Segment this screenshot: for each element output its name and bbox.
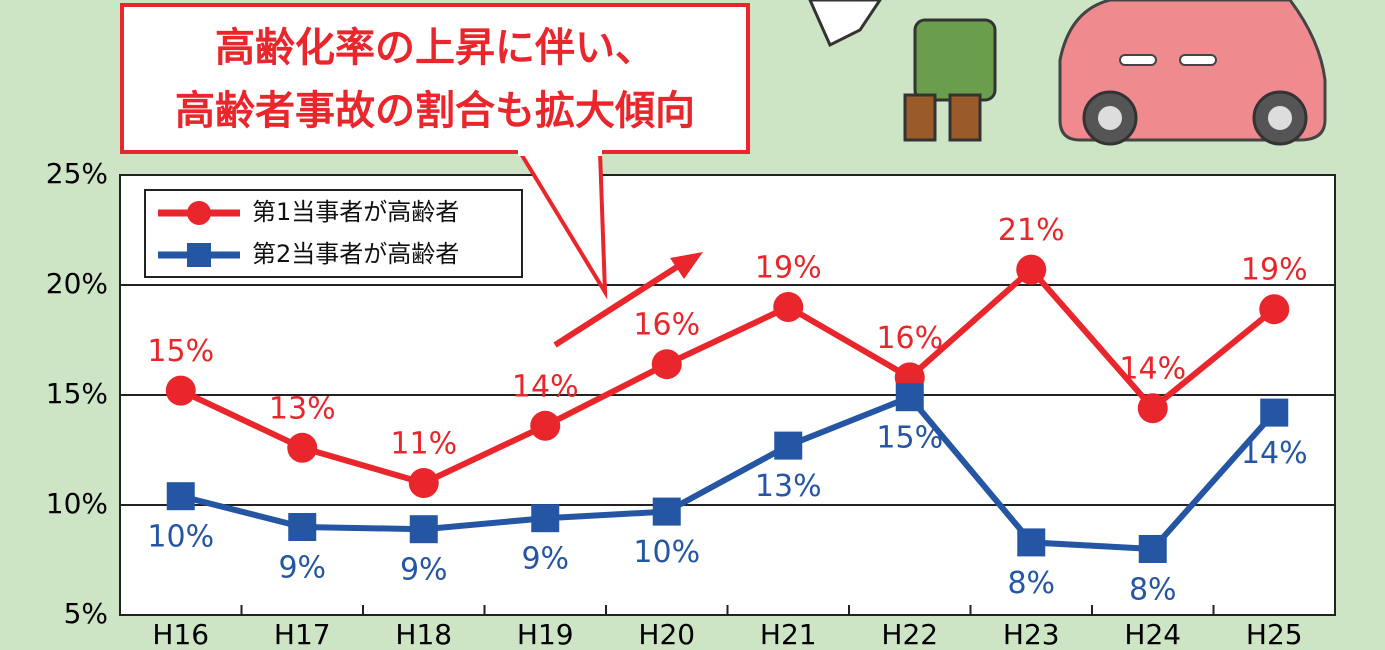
- legend-label: 第2当事者が高齢者: [252, 240, 459, 268]
- marker: [895, 383, 924, 412]
- marker: [774, 431, 803, 460]
- data-label: 19%: [755, 251, 822, 286]
- data-label: 10%: [147, 520, 214, 555]
- marker: [1016, 254, 1047, 285]
- data-label: 19%: [1241, 253, 1308, 288]
- data-label: 9%: [400, 553, 448, 588]
- marker: [1259, 294, 1290, 325]
- data-label: 14%: [1119, 352, 1186, 387]
- trend-arrow-head: [670, 252, 703, 279]
- data-label: 8%: [1007, 566, 1055, 601]
- trend-arrow: [553, 262, 682, 348]
- car-illustration: [1058, 0, 1327, 146]
- marker: [166, 482, 195, 511]
- legend-marker: [187, 201, 211, 225]
- x-tick-label: H18: [395, 618, 452, 650]
- data-label: 9%: [521, 542, 569, 577]
- marker: [408, 468, 439, 498]
- marker: [1260, 398, 1289, 427]
- data-label: 14%: [1241, 436, 1308, 471]
- marker: [1138, 535, 1167, 563]
- marker: [651, 349, 682, 380]
- legend-label: 第1当事者が高齢者: [252, 198, 459, 226]
- series-line: [179, 265, 1277, 487]
- y-tick-label: 5%: [64, 597, 108, 630]
- data-label: 15%: [876, 421, 943, 456]
- marker: [287, 432, 318, 463]
- y-tick-label: 20%: [46, 267, 108, 300]
- x-tick-label: H25: [1246, 618, 1303, 650]
- data-label: 13%: [269, 391, 336, 426]
- data-label: 16%: [633, 308, 700, 343]
- x-tick-label: H17: [274, 618, 331, 650]
- marker: [165, 375, 196, 406]
- x-tick-label: H21: [760, 618, 817, 650]
- annotation: 高齢者事故の割合も拡大傾向: [175, 88, 695, 134]
- marker: [409, 515, 438, 544]
- x-tick-label: H24: [1124, 618, 1181, 650]
- callout-box: [120, 3, 750, 154]
- y-tick-label: 10%: [46, 487, 108, 520]
- marker: [531, 504, 560, 533]
- data-label: 14%: [512, 369, 579, 404]
- marker: [288, 513, 317, 541]
- data-label: 10%: [633, 535, 700, 570]
- data-label: 9%: [278, 551, 326, 586]
- annotation: 高齢化率の上昇に伴い、: [215, 25, 655, 71]
- legend-marker: [187, 243, 211, 267]
- x-tick-label: H22: [881, 618, 938, 650]
- y-tick-label: 25%: [46, 157, 108, 190]
- x-tick-label: H16: [152, 618, 209, 650]
- person-illustration: [808, 0, 997, 142]
- data-label: 15%: [147, 334, 214, 369]
- x-tick-label: H20: [638, 618, 695, 650]
- marker: [1137, 393, 1168, 424]
- y-tick-label: 15%: [46, 377, 108, 410]
- data-label: 13%: [755, 469, 822, 504]
- marker: [1017, 528, 1046, 557]
- data-label: 8%: [1129, 573, 1177, 608]
- data-label: 21%: [998, 213, 1065, 248]
- marker: [652, 497, 681, 526]
- x-tick-label: H19: [517, 618, 574, 650]
- marker: [773, 292, 804, 322]
- callout-join: [518, 148, 602, 156]
- marker: [530, 410, 561, 441]
- data-label: 16%: [876, 321, 943, 356]
- x-tick-label: H23: [1003, 618, 1060, 650]
- series-line: [180, 393, 1277, 553]
- data-label: 11%: [390, 427, 457, 462]
